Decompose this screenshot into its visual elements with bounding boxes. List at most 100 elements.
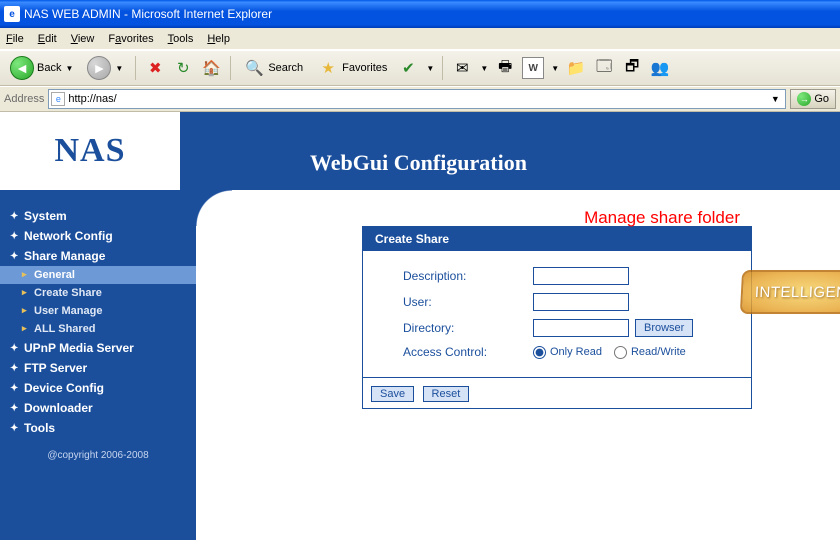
menu-help[interactable]: Help — [207, 33, 230, 45]
sidebar-item-label: UPnP Media Server — [24, 341, 134, 355]
sidebar-item[interactable]: ✦ System — [0, 206, 196, 226]
page-body: ✦ System ✦ Network Config ✦ Share Manage Gener… — [0, 190, 840, 540]
menu-bar: File Edit View Favorites Tools Help — [0, 28, 840, 50]
watermark: INTELLIGENT — [741, 270, 840, 314]
go-icon: → — [797, 92, 811, 106]
sidebar-subitem[interactable]: General — [0, 266, 196, 284]
sidebar-item[interactable]: ✦ Network Config — [0, 226, 196, 246]
menu-edit[interactable]: Edit — [38, 33, 57, 45]
sidebar-item[interactable]: ✦Tools — [0, 418, 196, 438]
sidebar-item-label: Tools — [24, 421, 55, 435]
input-directory[interactable] — [533, 319, 629, 337]
sidebar-subitem[interactable]: ALL Shared — [0, 320, 196, 338]
reset-button[interactable]: Reset — [423, 386, 470, 402]
logo-box: NAS — [0, 112, 180, 190]
bullet-icon: ✦ — [10, 403, 20, 414]
favorites-button[interactable]: ★Favorites — [313, 55, 391, 81]
page-icon: e — [51, 92, 65, 106]
watermark-graphic: INTELLIGENT — [740, 270, 840, 314]
menu-file[interactable]: File — [6, 33, 24, 45]
input-user[interactable] — [533, 293, 629, 311]
address-url[interactable]: http://nas/ — [68, 93, 764, 105]
sidebar-item-label: Network Config — [24, 229, 113, 243]
chevron-down-icon: ▼ — [65, 64, 73, 73]
panel-body: Description: User: Directory: Browser Ac… — [363, 251, 751, 378]
main-area: Manage share folder Create Share Descrip… — [196, 190, 840, 540]
go-label: Go — [814, 93, 829, 105]
home-icon[interactable]: 🏠 — [200, 57, 222, 79]
go-button[interactable]: →Go — [790, 89, 836, 109]
address-input-wrapper[interactable]: e http://nas/ ▼ — [48, 89, 786, 109]
bullet-icon: ✦ — [10, 211, 20, 222]
sidebar-item-label: System — [24, 209, 67, 223]
bullet-icon: ✦ — [10, 343, 20, 354]
menu-favorites[interactable]: Favorites — [108, 33, 153, 45]
search-label: Search — [268, 62, 303, 74]
sidebar-subitem[interactable]: Create Share — [0, 284, 196, 302]
forward-button[interactable]: ►▼ — [83, 54, 127, 82]
row-description: Description: — [403, 267, 735, 285]
search-icon: 🔍 — [243, 57, 265, 79]
favorites-label: Favorites — [342, 62, 387, 74]
sidebar-item-label: Downloader — [24, 401, 93, 415]
label-directory: Directory: — [403, 321, 533, 335]
sidebar-item[interactable]: ✦ Device Config — [0, 378, 196, 398]
browser-button[interactable]: Browser — [635, 319, 693, 337]
folder-icon[interactable]: 📁 — [565, 57, 587, 79]
toolbar: ◄Back ▼ ►▼ ✖ ↻ 🏠 🔍Search ★Favorites ✔ ▼ ✉ ▼… — [0, 50, 840, 86]
mail-icon[interactable]: ✉ — [451, 57, 473, 79]
save-button[interactable]: Save — [371, 386, 414, 402]
back-icon: ◄ — [10, 56, 34, 80]
history-icon[interactable]: ✔ — [397, 57, 419, 79]
radio-only-read-input[interactable] — [533, 346, 546, 359]
sidebar-subitem[interactable]: User Manage — [0, 302, 196, 320]
tool-icon-2[interactable]: 🗗 — [621, 57, 643, 79]
separator — [442, 56, 443, 80]
annotation-text: Manage share folder — [584, 208, 740, 228]
star-icon: ★ — [317, 57, 339, 79]
row-directory: Directory: Browser — [403, 319, 735, 337]
sidebar-item[interactable]: ✦ Downloader — [0, 398, 196, 418]
sidebar-item[interactable]: ✦ UPnP Media Server — [0, 338, 196, 358]
bullet-icon: ✦ — [10, 383, 20, 394]
panel-header: Create Share — [363, 227, 751, 251]
row-user: User: — [403, 293, 735, 311]
back-label: Back — [37, 62, 61, 74]
messenger-icon[interactable]: 👥 — [649, 57, 671, 79]
radio-read-write-label: Read/Write — [631, 346, 686, 358]
radio-read-write[interactable]: Read/Write — [614, 346, 686, 359]
radio-only-read[interactable]: Only Read — [533, 346, 602, 359]
sidebar-item-label: Share Manage — [24, 249, 105, 263]
menu-tools[interactable]: Tools — [168, 33, 194, 45]
address-label: Address — [4, 93, 44, 105]
page-content: NAS WebGui Configuration ✦ System ✦ Network… — [0, 112, 840, 540]
input-description[interactable] — [533, 267, 629, 285]
sidebar: ✦ System ✦ Network Config ✦ Share Manage Gener… — [0, 190, 196, 540]
separator — [135, 56, 136, 80]
bullet-icon: ✦ — [10, 251, 20, 262]
word-icon[interactable]: W — [522, 57, 544, 79]
bullet-icon: ✦ — [10, 231, 20, 242]
sidebar-item-label: FTP Server — [24, 361, 87, 375]
ie-icon: e — [4, 6, 20, 22]
bullet-icon: ✦ — [10, 363, 20, 374]
menu-view[interactable]: View — [71, 33, 95, 45]
radio-read-write-input[interactable] — [614, 346, 627, 359]
refresh-icon[interactable]: ↻ — [172, 57, 194, 79]
logo-text: NAS — [54, 132, 125, 170]
window-title: NAS WEB ADMIN - Microsoft Internet Explo… — [24, 7, 272, 21]
search-button[interactable]: 🔍Search — [239, 55, 307, 81]
chevron-down-icon: ▼ — [551, 64, 559, 73]
page-header: NAS WebGui Configuration — [0, 112, 840, 190]
stop-icon[interactable]: ✖ — [144, 57, 166, 79]
tool-icon-1[interactable]: 🗔 — [593, 57, 615, 79]
sidebar-item[interactable]: ✦ Share Manage — [0, 246, 196, 266]
print-icon[interactable]: 🖶 — [494, 57, 516, 79]
sidebar-item-label: Device Config — [24, 381, 104, 395]
page-title: WebGui Configuration — [180, 112, 840, 190]
sidebar-item[interactable]: ✦ FTP Server — [0, 358, 196, 378]
chevron-down-icon: ▼ — [115, 64, 123, 73]
separator — [230, 56, 231, 80]
back-button[interactable]: ◄Back ▼ — [6, 54, 77, 82]
dropdown-icon[interactable]: ▼ — [767, 94, 783, 104]
